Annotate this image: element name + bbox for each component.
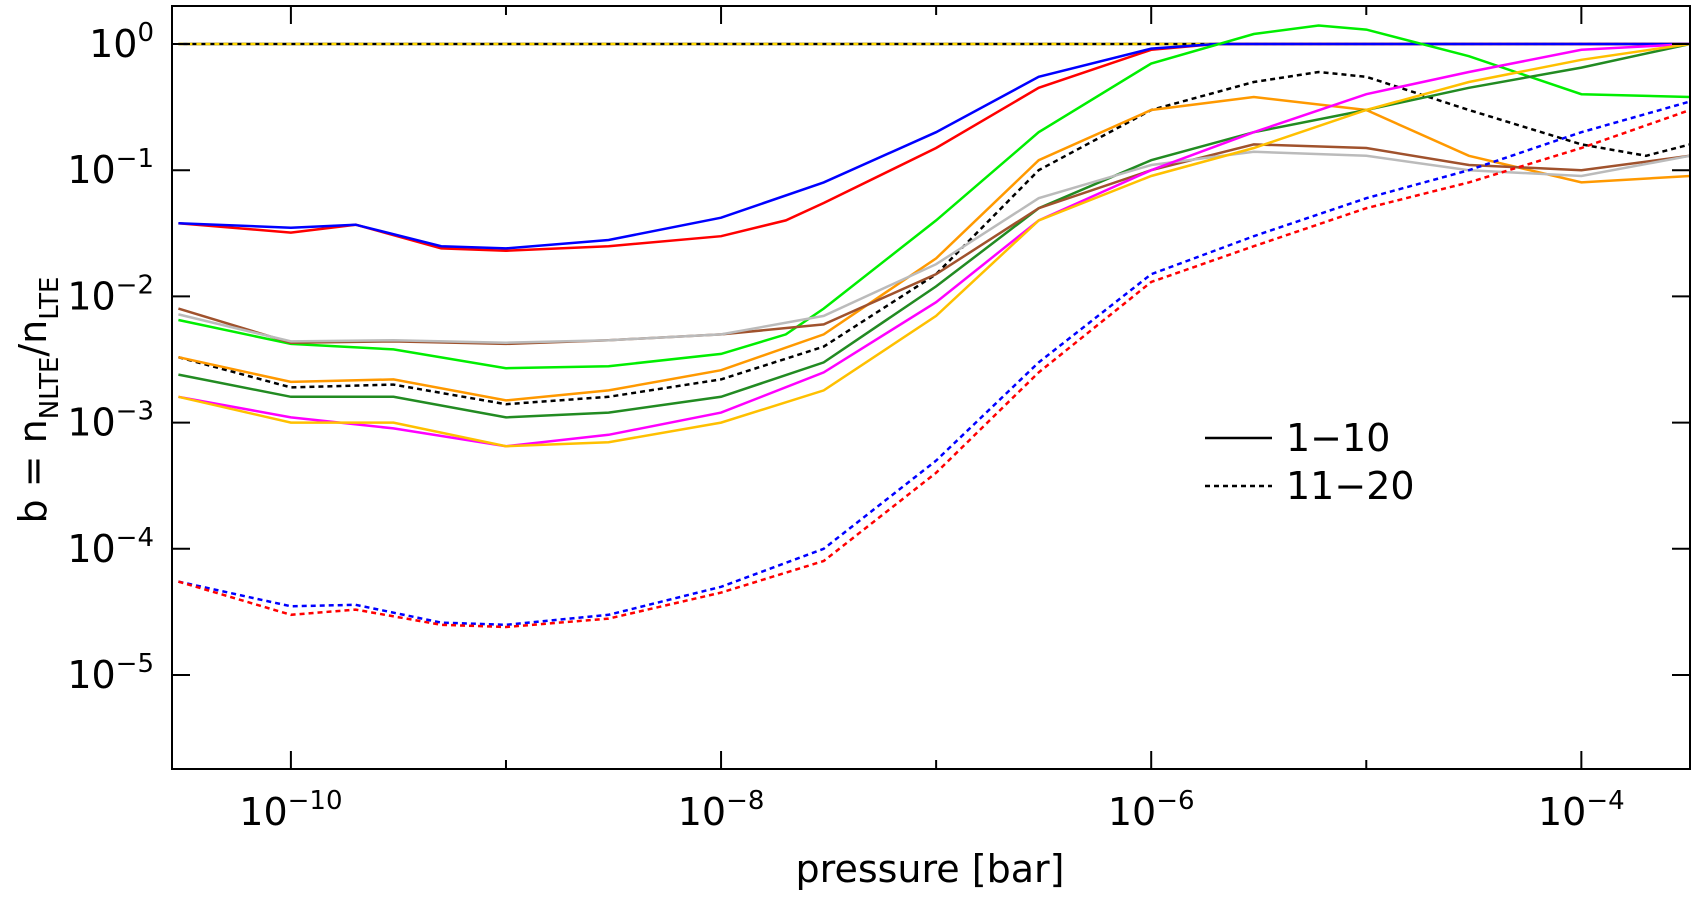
ticks-layer: 10−10 10−8 10−6 10−4 100 10−1 10−2 10−3 10−4 10−5 <box>67 6 1690 834</box>
x-tick-label: 10−6 <box>1108 786 1195 834</box>
series-line-6 <box>178 70 1691 406</box>
y-tick-label: 10−2 <box>67 270 154 318</box>
series-line-3 <box>178 42 1690 252</box>
y-tick-label: 10−4 <box>67 523 154 571</box>
series-line-8 <box>178 42 1691 419</box>
y-axis-label: b = nNLTE/nLTE <box>11 277 65 524</box>
x-axis-label: pressure [bar] <box>796 847 1065 891</box>
svg-text:b = nNLTE/nLTE: b = nNLTE/nLTE <box>11 277 65 524</box>
plot-frame <box>171 5 1691 770</box>
y-tick-label: 10−5 <box>67 649 154 697</box>
series-line-14 <box>178 108 1691 629</box>
series-line-13 <box>178 100 1691 627</box>
y-axis-label-sub2: LTE <box>35 277 65 320</box>
y-axis-label-base: b = n <box>11 419 55 523</box>
x-tick-label: 10−10 <box>239 786 342 834</box>
legend-label: 1−10 <box>1286 416 1390 460</box>
series-line-9 <box>178 143 1691 346</box>
y-tick-label: 100 <box>89 18 154 66</box>
series-line-11 <box>178 42 1691 448</box>
x-tick-label: 10−8 <box>678 786 765 834</box>
x-tick-label: 10−4 <box>1538 786 1625 834</box>
series-line-7 <box>178 95 1691 402</box>
series-line-12 <box>178 42 1691 448</box>
legend-label: 11−20 <box>1286 464 1415 508</box>
series-layer <box>178 24 1691 629</box>
series-line-5 <box>178 24 1691 370</box>
y-tick-label: 10−3 <box>67 397 154 445</box>
y-axis-label-mid: /n <box>11 320 55 357</box>
y-axis-label-sub1: NLTE <box>35 357 65 420</box>
y-tick-label: 10−1 <box>67 144 154 192</box>
series-line-10 <box>178 150 1691 344</box>
series-line-4 <box>178 42 1690 250</box>
